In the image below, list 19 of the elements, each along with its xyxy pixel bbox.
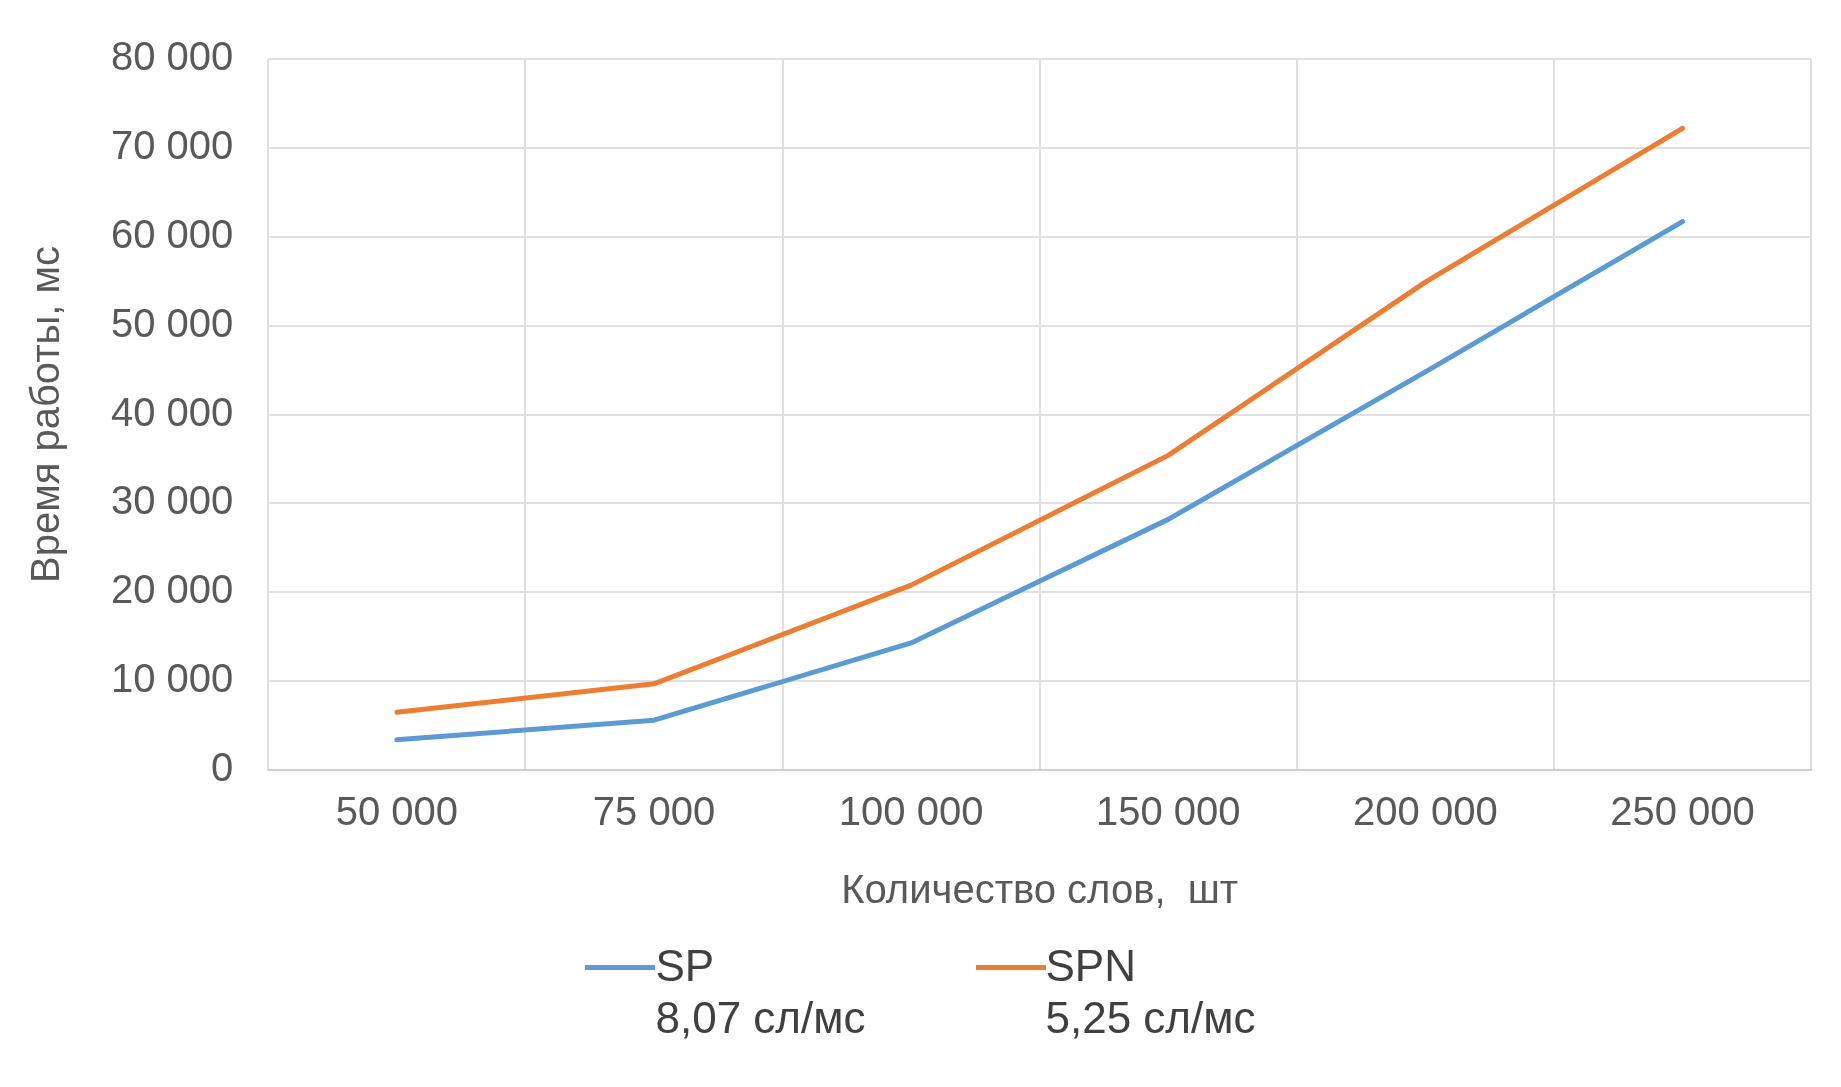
y-axis-title: Время работы, мс xyxy=(23,245,68,584)
y-tick-label: 50 000 xyxy=(111,300,234,345)
x-tick-label: 75 000 xyxy=(592,789,716,834)
y-tick-label: 30 000 xyxy=(111,478,234,523)
y-tick-label: 80 000 xyxy=(111,34,234,79)
x-tick-label: 100 000 xyxy=(838,789,984,834)
y-tick-label: 40 000 xyxy=(111,389,234,434)
y-tick-label: 20 000 xyxy=(111,567,234,612)
x-tick-label: 50 000 xyxy=(335,789,459,834)
x-axis-title: Количество слов, шт xyxy=(841,867,1239,912)
x-tick-label: 200 000 xyxy=(1353,789,1498,834)
y-tick-label: 60 000 xyxy=(111,211,234,256)
x-tick-label: 250 000 xyxy=(1610,789,1755,834)
y-tick-label: 10 000 xyxy=(111,656,234,701)
y-tick-label: 0 xyxy=(211,745,234,790)
x-tick-label: 150 000 xyxy=(1095,789,1241,834)
legend-label: SP 8,07 сл/мс xyxy=(655,940,866,1044)
y-tick-label: 70 000 xyxy=(111,122,234,167)
legend-label: SPN 5,25 сл/мс xyxy=(1045,940,1256,1044)
